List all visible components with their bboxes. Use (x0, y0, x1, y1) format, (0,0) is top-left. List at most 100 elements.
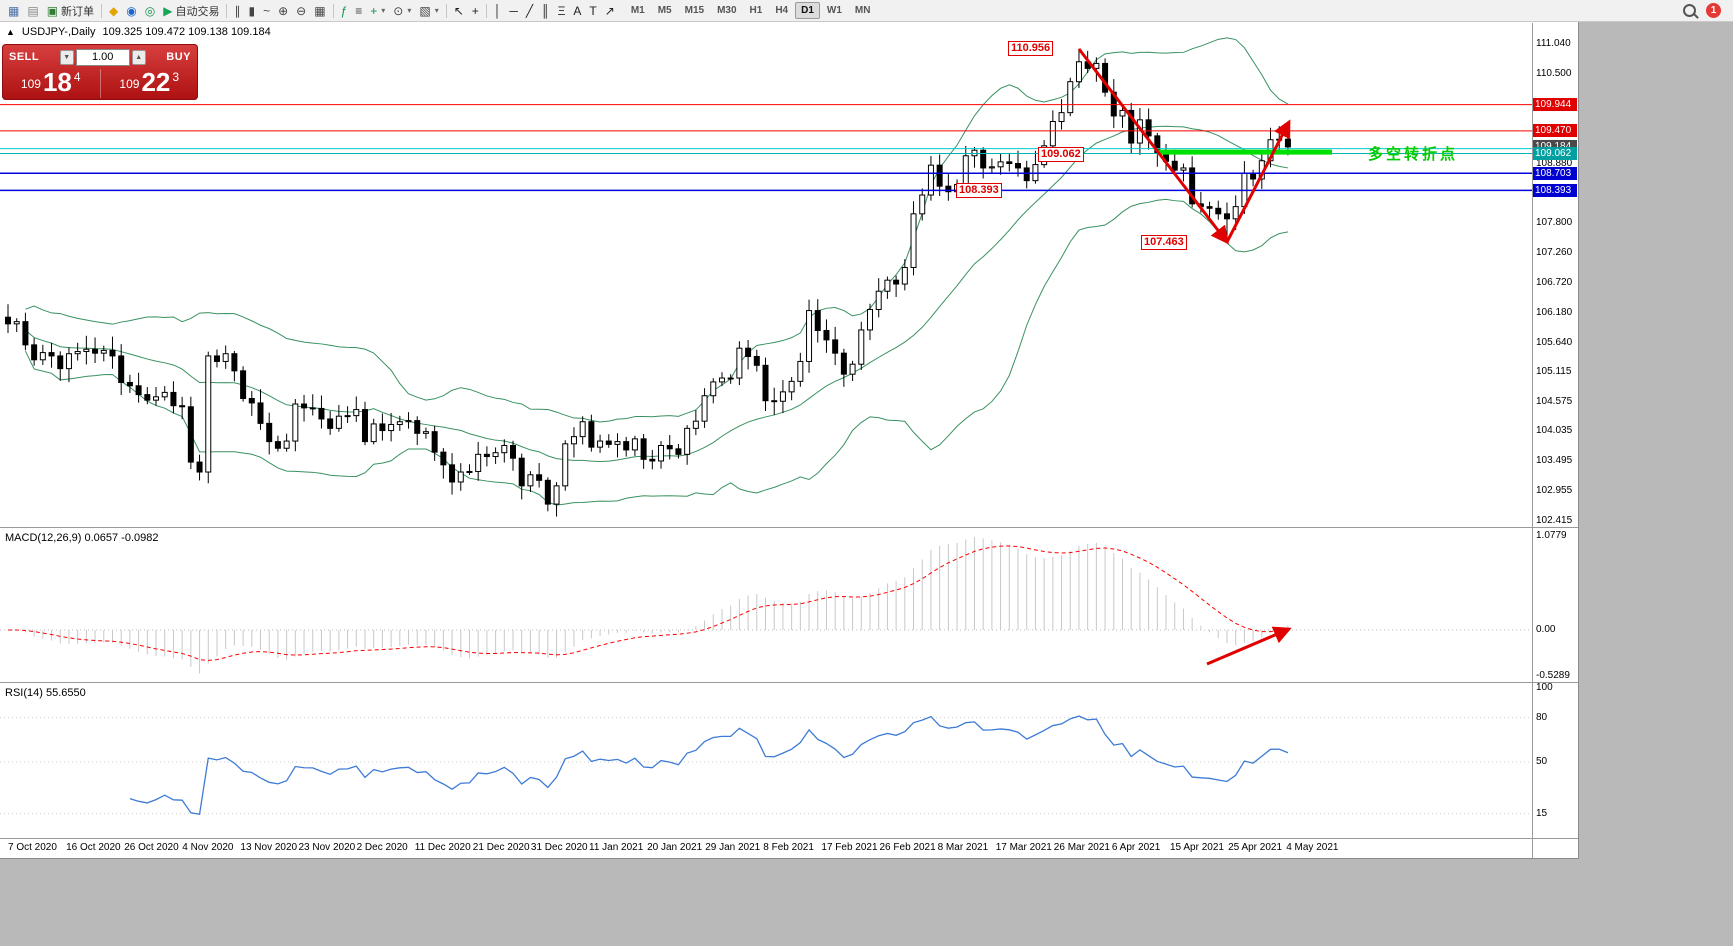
pane-separator[interactable] (0, 527, 1578, 528)
buy-price-pips: 22 (141, 67, 171, 97)
indicator-list-icon[interactable]: ≡ (355, 3, 363, 18)
macd-axis-tick: 1.0779 (1536, 530, 1567, 541)
price-tick: 106.720 (1536, 276, 1573, 288)
price-tick: 110.500 (1536, 67, 1572, 79)
price-tick: 107.260 (1536, 247, 1573, 259)
date-label: 4 May 2021 (1286, 842, 1339, 853)
date-label: 25 Apr 2021 (1228, 842, 1283, 853)
notification-badge[interactable]: 1 (1706, 3, 1721, 18)
bar-chart-icon[interactable]: ∥ (234, 3, 241, 18)
candle-chart-icon[interactable]: ▮ (248, 3, 256, 18)
zoom-in-icon[interactable]: ⊕ (278, 3, 289, 18)
market-watch-icon[interactable]: ◎ (144, 3, 156, 18)
price-tick: 103.495 (1536, 455, 1573, 467)
autotrade-button[interactable]: ▶ 自动交易 (163, 3, 220, 18)
timeframe-h4[interactable]: H4 (775, 5, 789, 16)
buy-button[interactable]: BUY (166, 51, 191, 63)
pane-separator[interactable] (0, 682, 1578, 683)
price-tick: 105.640 (1536, 336, 1573, 348)
cursor-icon[interactable]: ↖ (453, 3, 464, 18)
label-icon[interactable]: T (589, 3, 597, 18)
price-tick: 105.115 (1536, 365, 1572, 377)
tile-windows-icon[interactable]: ▦ (314, 3, 326, 18)
date-label: 26 Oct 2020 (124, 842, 179, 853)
price-axis-divider (1532, 23, 1533, 858)
date-label: 15 Apr 2021 (1170, 842, 1224, 853)
new-order-button[interactable]: ▣ 新订单 (46, 3, 95, 18)
timeframe-m30[interactable]: M30 (717, 5, 737, 16)
date-label: 21 Dec 2020 (472, 842, 530, 853)
add-indicator-icon[interactable]: + ▾ (370, 3, 386, 18)
price-annotation-box[interactable]: 110.956 (1008, 41, 1054, 56)
horizontal-line-icon[interactable]: ─ (509, 3, 518, 18)
toolbar-separator (485, 3, 487, 18)
vertical-line-icon[interactable]: │ (493, 3, 502, 18)
arrows-icon[interactable]: ↗ (604, 3, 615, 18)
profiles-icon[interactable]: ▤ (27, 3, 39, 18)
rsi-axis-tick: 15 (1536, 807, 1548, 819)
sell-price[interactable]: 109 18 4 (2, 67, 100, 100)
text-icon[interactable]: A (573, 3, 582, 18)
sell-price-base: 109 (20, 77, 41, 91)
channel-icon[interactable]: ║ (541, 3, 550, 18)
price-annotation-box[interactable]: 108.393 (956, 183, 1002, 198)
turning-point-text[interactable]: 多空转折点 (1368, 146, 1459, 163)
templates-icon[interactable]: ▧ ▾ (419, 3, 439, 18)
date-label: 17 Feb 2021 (821, 842, 878, 853)
periods-icon[interactable]: ⊙ ▾ (393, 3, 412, 18)
date-label: 20 Jan 2021 (647, 842, 703, 853)
price-annotation-box[interactable]: 107.463 (1141, 235, 1187, 250)
price-tick: 107.800 (1536, 217, 1573, 229)
date-label: 13 Nov 2020 (240, 842, 298, 853)
timeframe-h1[interactable]: H1 (749, 5, 763, 16)
date-label: 16 Oct 2020 (66, 842, 121, 853)
rsi-indicator-label: RSI(14) 55.6550 (5, 687, 86, 699)
volume-input[interactable] (75, 48, 130, 66)
price-level-label: 109.944 (1533, 98, 1577, 112)
trendline-icon[interactable]: ╱ (525, 3, 534, 18)
chevron-down-icon: ▾ (407, 6, 412, 15)
toolbar-right-group: 1 (1683, 3, 1729, 18)
timeframe-d1[interactable]: D1 (795, 2, 820, 19)
date-label: 23 Nov 2020 (298, 842, 356, 853)
timeframe-m5[interactable]: M5 (657, 5, 672, 16)
one-click-toggle-icon[interactable]: ▲ (6, 27, 15, 37)
indicators-icon[interactable]: ƒ (340, 3, 348, 18)
line-chart-icon[interactable]: ~ (263, 3, 271, 18)
rsi-axis-tick: 50 (1536, 756, 1548, 767)
timeframe-mn[interactable]: MN (854, 5, 871, 16)
algo-trading-icon[interactable]: ◉ (126, 3, 137, 18)
zoom-out-icon[interactable]: ⊖ (296, 3, 307, 18)
one-click-trading-panel: SELL ▼ ▲ BUY 109 18 4 109 22 3 (2, 44, 198, 100)
date-label: 4 Nov 2020 (182, 842, 234, 853)
toolbar-separator (445, 3, 447, 18)
crosshair-icon[interactable]: + (471, 3, 479, 18)
sell-button[interactable]: SELL (9, 51, 40, 63)
fibonacci-icon[interactable]: Ξ (557, 3, 566, 18)
search-icon[interactable] (1683, 4, 1696, 17)
new-chart-icon[interactable]: ▦ (8, 3, 20, 18)
rsi-axis-tick: 80 (1536, 711, 1548, 723)
timeframe-w1[interactable]: W1 (826, 5, 842, 16)
sell-price-fraction: 4 (73, 70, 81, 84)
price-annotation-box[interactable]: 109.062 (1038, 147, 1084, 162)
date-axis-divider (0, 838, 1578, 839)
price-level-label: 108.393 (1533, 183, 1577, 197)
metaeditor-icon[interactable]: ◆ (109, 3, 119, 18)
timeframe-m15[interactable]: M15 (684, 5, 705, 16)
price-tick: 111.040 (1536, 38, 1571, 50)
volume-up-icon[interactable]: ▲ (131, 49, 146, 65)
chart-plot-area[interactable] (0, 23, 1532, 838)
date-label: 7 Oct 2020 (8, 842, 57, 853)
chevron-down-icon: ▾ (434, 6, 439, 15)
chart-info-line: ▲ USDJPY-,Daily 109.325 109.472 109.138 … (6, 26, 271, 38)
timeframe-m1[interactable]: M1 (630, 5, 645, 16)
sell-price-pips: 18 (42, 67, 72, 97)
date-label: 31 Dec 2020 (530, 842, 588, 853)
buy-price[interactable]: 109 22 3 (101, 67, 199, 100)
date-label: 11 Dec 2020 (414, 842, 471, 853)
date-label: 29 Jan 2021 (705, 842, 761, 853)
toolbar-button-group: ▦ ▤ ▣ 新订单 ◆ ◉ ◎ ▶ 自动交易 ∥ ▮ ~ ⊕ ⊖ ▦ ƒ ≡ + ▾ ⊙ ▾ ▧ ▾ ↖ + │ ─ ╱ ║ Ξ A T ↗ (4, 2, 619, 20)
volume-down-icon[interactable]: ▼ (59, 49, 74, 65)
